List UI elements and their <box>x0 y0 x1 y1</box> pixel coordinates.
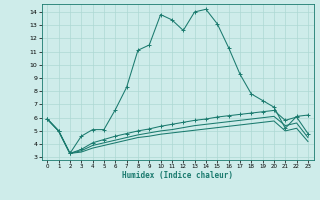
X-axis label: Humidex (Indice chaleur): Humidex (Indice chaleur) <box>122 171 233 180</box>
